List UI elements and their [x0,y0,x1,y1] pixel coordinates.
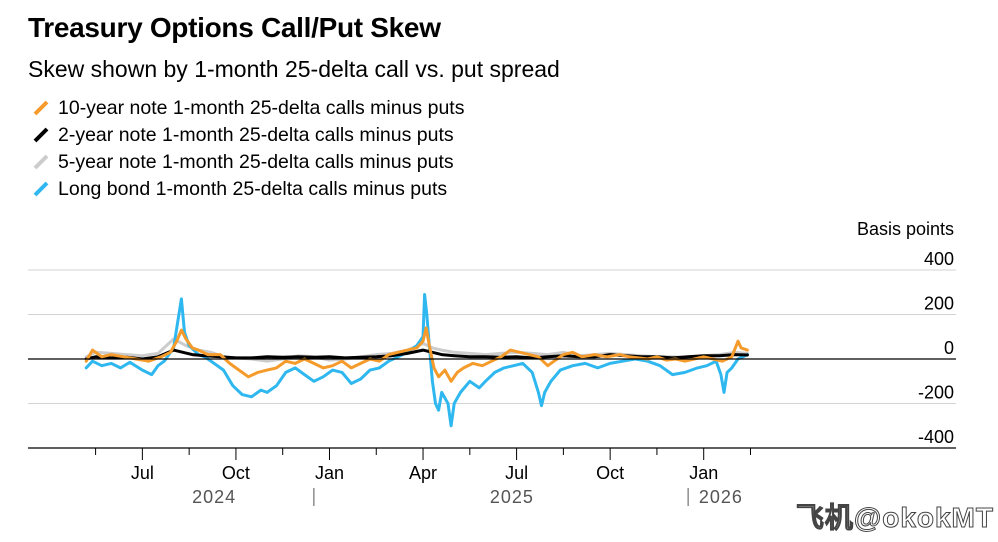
legend-item: 5-year note 1-month 25-delta calls minus… [30,149,464,176]
legend-label-2yr: 2-year note 1-month 25-delta calls minus… [58,124,454,146]
legend: 10-year note 1-month 25-delta calls minu… [30,95,464,203]
legend-label-10yr: 10-year note 1-month 25-delta calls minu… [58,97,465,119]
legend-swatch-long-bond [33,181,49,197]
year-label: 2025 [490,487,534,507]
y-tick-label: 200 [924,294,954,314]
legend-swatch-line [33,181,49,197]
year-label: 2024 [192,487,236,507]
x-tick-label: Jan [315,463,344,483]
x-tick-label: Jul [505,463,528,483]
x-tick-label: Oct [222,463,250,483]
series-line-3 [84,326,749,383]
legend-item: 2-year note 1-month 25-delta calls minus… [30,122,464,149]
chart-title: Treasury Options Call/Put Skew [28,12,441,43]
chart-subtitle: Skew shown by 1-month 25-delta call vs. … [28,56,560,82]
y-tick-label: 0 [944,338,954,358]
y-tick-label: -200 [918,383,954,403]
y-tick-label: -400 [918,427,954,447]
legend-item: Long bond 1-month 25-delta calls minus p… [30,176,464,203]
legend-swatch-line [33,100,49,116]
x-tick-label: Jan [689,463,718,483]
legend-label-5yr: 5-year note 1-month 25-delta calls minus… [58,151,454,173]
x-tick-label: Jul [131,463,154,483]
legend-label-long-bond: Long bond 1-month 25-delta calls minus p… [58,178,448,200]
watermark: 飞机@okokMT [795,502,994,534]
legend-swatch-5yr [33,154,49,170]
legend-swatch-10yr [33,100,49,116]
year-label: 2026 [699,487,743,507]
y-axis-label: Basis points [857,219,954,239]
legend-swatch-line [33,127,49,143]
y-tick-label: 400 [924,249,954,269]
x-tick-label: Oct [596,463,624,483]
x-tick-label: Apr [409,463,437,483]
legend-swatch-2yr [33,127,49,143]
legend-item: 10-year note 1-month 25-delta calls minu… [30,95,464,122]
legend-swatch-line [33,154,49,170]
